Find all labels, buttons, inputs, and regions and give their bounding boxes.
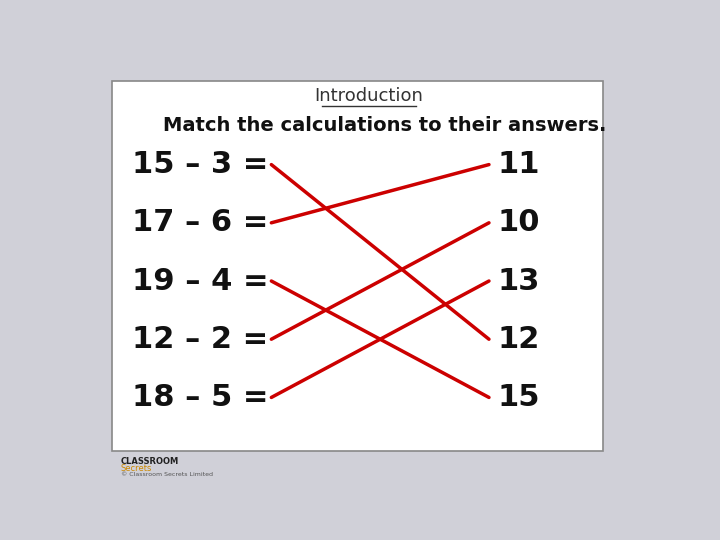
- Text: Match the calculations to their answers.: Match the calculations to their answers.: [163, 116, 606, 134]
- Text: 17 – 6 =: 17 – 6 =: [132, 208, 269, 237]
- Text: 10: 10: [498, 208, 540, 237]
- Text: 15 – 3 =: 15 – 3 =: [132, 150, 269, 179]
- Text: 13: 13: [498, 267, 540, 295]
- Text: 12 – 2 =: 12 – 2 =: [132, 325, 269, 354]
- Text: 19 – 4 =: 19 – 4 =: [132, 267, 269, 295]
- Text: 18 – 5 =: 18 – 5 =: [132, 383, 269, 412]
- Text: 11: 11: [498, 150, 540, 179]
- FancyBboxPatch shape: [112, 82, 603, 451]
- Text: CLASSROOM: CLASSROOM: [121, 456, 179, 465]
- Text: 15: 15: [498, 383, 540, 412]
- Text: © Classroom Secrets Limited: © Classroom Secrets Limited: [121, 472, 212, 477]
- Text: 12: 12: [498, 325, 540, 354]
- Text: Secrets: Secrets: [121, 464, 152, 474]
- Text: Introduction: Introduction: [315, 87, 423, 105]
